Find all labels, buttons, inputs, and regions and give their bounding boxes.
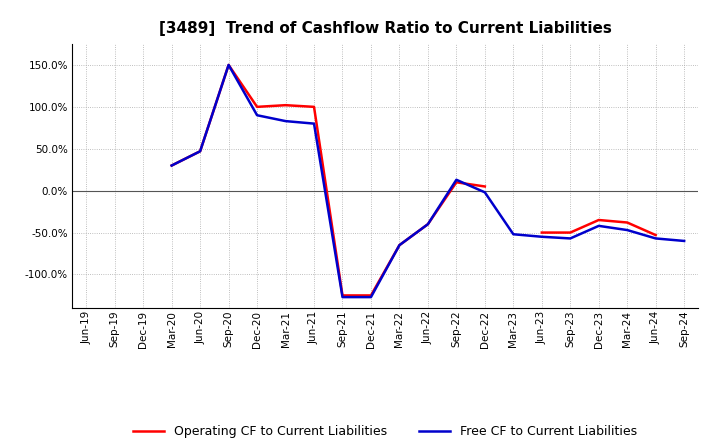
Operating CF to Current Liabilities [196, 149, 204, 154]
Operating CF to Current Liabilities [595, 217, 603, 223]
Free CF to Current Liabilities [167, 163, 176, 168]
Operating CF to Current Liabilities [623, 220, 631, 225]
Operating CF to Current Liabilities [423, 222, 432, 227]
Operating CF to Current Liabilities [537, 230, 546, 235]
Free CF to Current Liabilities [423, 222, 432, 227]
Free CF to Current Liabilities [452, 177, 461, 183]
Operating CF to Current Liabilities [282, 103, 290, 108]
Free CF to Current Liabilities [282, 118, 290, 124]
Free CF to Current Liabilities [253, 113, 261, 118]
Legend: Operating CF to Current Liabilities, Free CF to Current Liabilities: Operating CF to Current Liabilities, Fre… [133, 425, 637, 438]
Free CF to Current Liabilities [395, 242, 404, 248]
Operating CF to Current Liabilities [253, 104, 261, 110]
Free CF to Current Liabilities [566, 236, 575, 241]
Free CF to Current Liabilities [310, 121, 318, 126]
Free CF to Current Liabilities [595, 223, 603, 228]
Free CF to Current Liabilities [225, 62, 233, 68]
Free CF to Current Liabilities [537, 234, 546, 239]
Line: Free CF to Current Liabilities: Free CF to Current Liabilities [171, 65, 684, 297]
Operating CF to Current Liabilities [225, 62, 233, 68]
Free CF to Current Liabilities [509, 231, 518, 237]
Free CF to Current Liabilities [196, 149, 204, 154]
Operating CF to Current Liabilities [366, 293, 375, 298]
Operating CF to Current Liabilities [566, 230, 575, 235]
Free CF to Current Liabilities [366, 294, 375, 300]
Free CF to Current Liabilities [480, 190, 489, 195]
Operating CF to Current Liabilities [338, 293, 347, 298]
Operating CF to Current Liabilities [395, 242, 404, 248]
Free CF to Current Liabilities [338, 294, 347, 300]
Title: [3489]  Trend of Cashflow Ratio to Current Liabilities: [3489] Trend of Cashflow Ratio to Curren… [159, 21, 611, 36]
Operating CF to Current Liabilities [167, 163, 176, 168]
Free CF to Current Liabilities [652, 236, 660, 241]
Operating CF to Current Liabilities [452, 180, 461, 185]
Operating CF to Current Liabilities [652, 232, 660, 238]
Operating CF to Current Liabilities [480, 184, 489, 189]
Line: Operating CF to Current Liabilities: Operating CF to Current Liabilities [171, 65, 656, 295]
Free CF to Current Liabilities [680, 238, 688, 244]
Free CF to Current Liabilities [623, 227, 631, 233]
Operating CF to Current Liabilities [310, 104, 318, 110]
